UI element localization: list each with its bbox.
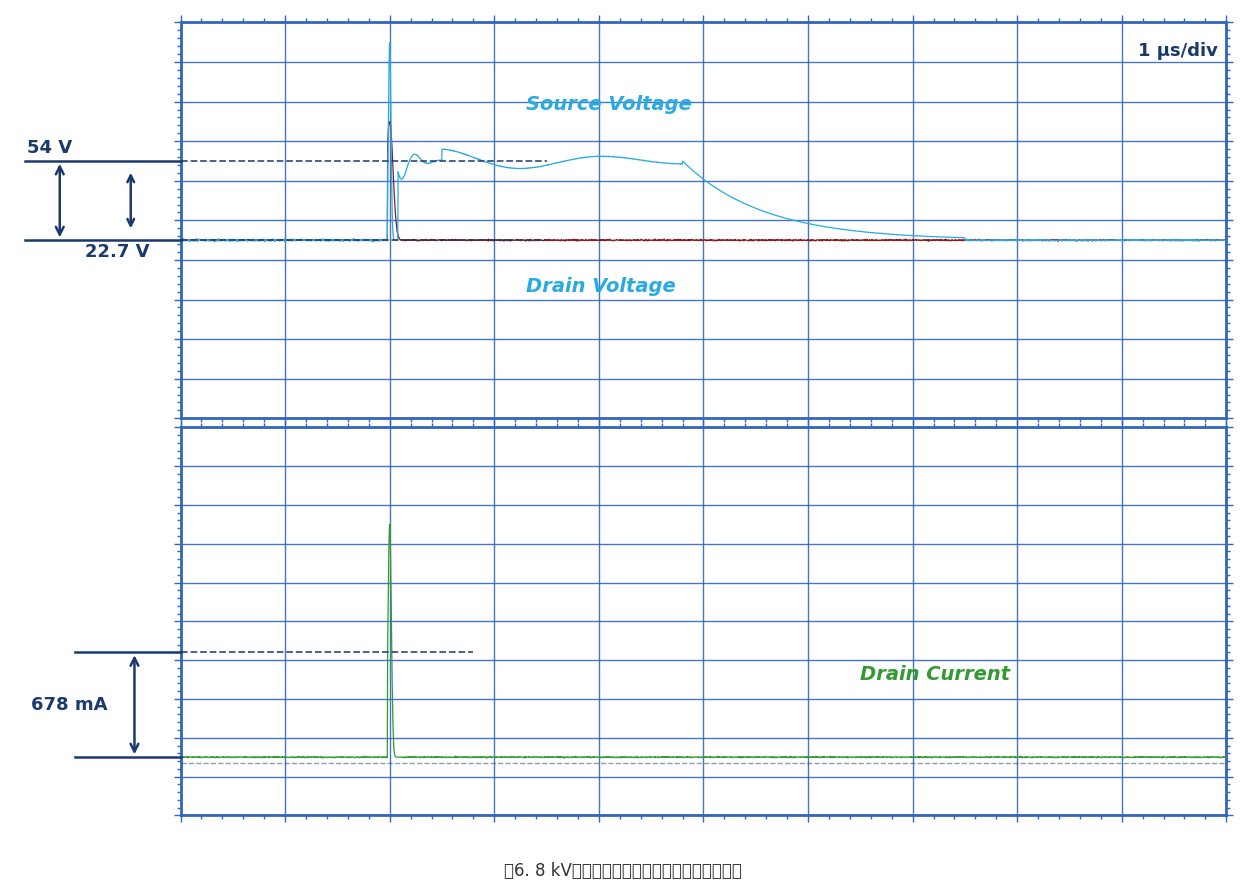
Text: 22.7 V: 22.7 V bbox=[85, 243, 149, 261]
Text: 图6. 8 kV事件期间的漏极电压和漏极输出电流。: 图6. 8 kV事件期间的漏极电压和漏极输出电流。 bbox=[503, 862, 742, 880]
Text: Drain Current: Drain Current bbox=[860, 665, 1011, 684]
Text: 54 V: 54 V bbox=[27, 140, 72, 158]
Text: Drain Voltage: Drain Voltage bbox=[525, 277, 675, 296]
Text: 678 mA: 678 mA bbox=[31, 696, 107, 714]
Text: Source Voltage: Source Voltage bbox=[525, 94, 691, 114]
Text: 1 μs/div: 1 μs/div bbox=[1138, 42, 1218, 60]
